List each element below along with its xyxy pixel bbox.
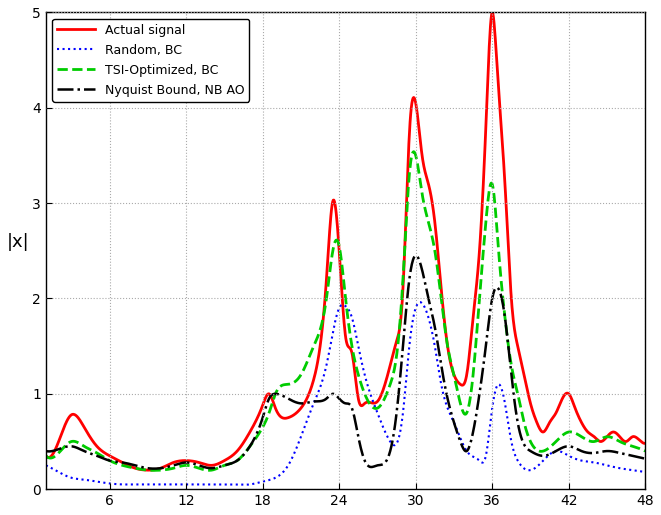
Line: Random, BC: Random, BC bbox=[46, 302, 645, 485]
TSI-Optimized, BC bbox=[410, 149, 418, 155]
Actual signal bbox=[454, 379, 462, 385]
TSI-Optimized, BC bbox=[285, 381, 293, 387]
Random, BC bbox=[103, 480, 111, 486]
TSI-Optimized, BC bbox=[455, 393, 463, 400]
TSI-Optimized, BC bbox=[103, 456, 111, 462]
Y-axis label: |x|: |x| bbox=[7, 233, 30, 251]
TSI-Optimized, BC bbox=[522, 424, 529, 430]
Random, BC bbox=[641, 469, 649, 475]
Nyquist Bound, NB AO bbox=[641, 456, 649, 462]
Random, BC bbox=[42, 462, 50, 469]
Actual signal bbox=[510, 326, 518, 332]
Legend: Actual signal, Random, BC, TSI-Optimized, BC, Nyquist Bound, NB AO: Actual signal, Random, BC, TSI-Optimized… bbox=[52, 19, 249, 102]
Actual signal bbox=[488, 9, 496, 15]
Nyquist Bound, NB AO bbox=[151, 466, 159, 472]
Random, BC bbox=[307, 408, 315, 415]
Actual signal bbox=[103, 451, 111, 457]
Line: TSI-Optimized, BC: TSI-Optimized, BC bbox=[46, 152, 645, 470]
Line: Nyquist Bound, NB AO: Nyquist Bound, NB AO bbox=[46, 255, 645, 469]
Nyquist Bound, NB AO bbox=[455, 434, 463, 440]
Actual signal bbox=[307, 387, 315, 393]
Random, BC bbox=[522, 466, 529, 472]
Nyquist Bound, NB AO bbox=[412, 252, 420, 259]
Actual signal bbox=[641, 440, 649, 447]
Nyquist Bound, NB AO bbox=[522, 443, 529, 450]
Nyquist Bound, NB AO bbox=[285, 396, 293, 402]
TSI-Optimized, BC bbox=[42, 453, 50, 459]
TSI-Optimized, BC bbox=[307, 351, 315, 357]
Nyquist Bound, NB AO bbox=[510, 398, 518, 404]
Line: Actual signal: Actual signal bbox=[46, 12, 645, 470]
Nyquist Bound, NB AO bbox=[307, 399, 315, 405]
Nyquist Bound, NB AO bbox=[42, 448, 50, 454]
Nyquist Bound, NB AO bbox=[103, 457, 111, 463]
TSI-Optimized, BC bbox=[510, 377, 518, 383]
Actual signal bbox=[522, 377, 529, 383]
Actual signal bbox=[42, 453, 50, 459]
Random, BC bbox=[510, 450, 518, 456]
TSI-Optimized, BC bbox=[641, 448, 649, 454]
Actual signal bbox=[145, 467, 153, 473]
Random, BC bbox=[455, 431, 463, 437]
TSI-Optimized, BC bbox=[150, 467, 158, 473]
Actual signal bbox=[285, 415, 293, 421]
Random, BC bbox=[285, 461, 293, 467]
Random, BC bbox=[241, 482, 249, 488]
Random, BC bbox=[416, 299, 424, 305]
